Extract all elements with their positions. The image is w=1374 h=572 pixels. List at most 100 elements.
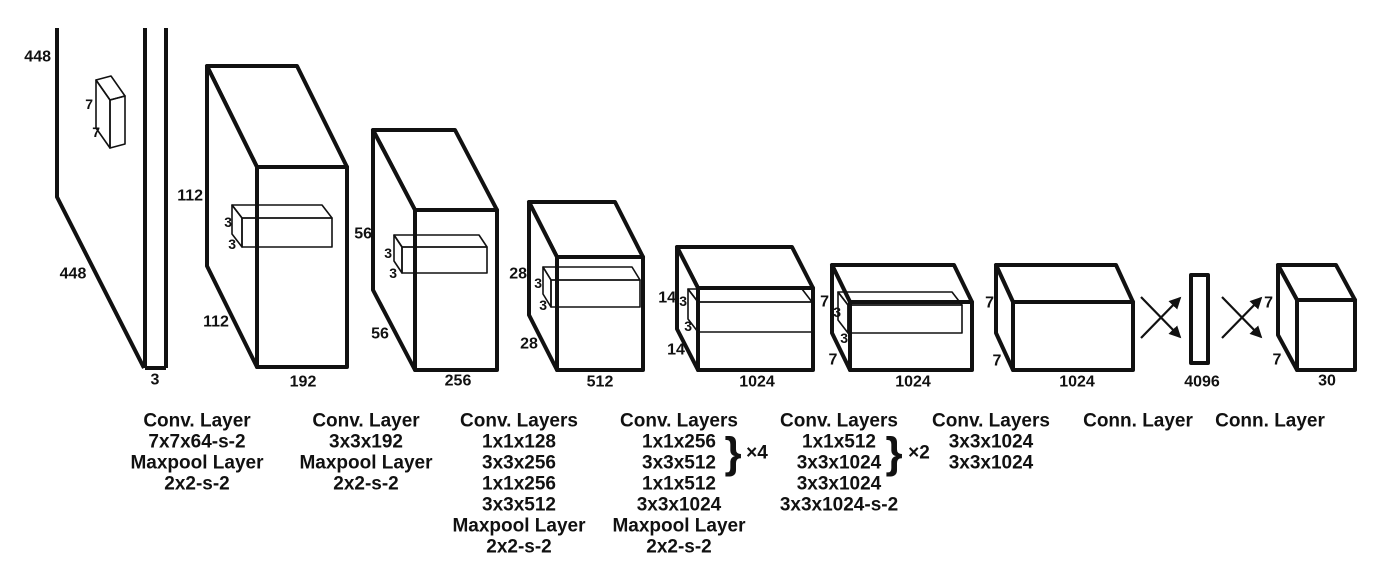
height-label: 7 [820, 294, 829, 311]
fc-units-label: 4096 [1184, 374, 1220, 391]
layer-line: 7x7x64-s-2 [148, 432, 245, 453]
layer-line: 3x3x1024 [949, 432, 1034, 453]
channels-label: 512 [587, 374, 614, 391]
kernel-3x3 [393, 234, 488, 274]
layer-line: Conv. Layers [460, 411, 578, 432]
layer-line: 2x2-s-2 [164, 474, 230, 495]
kernel-h-label: 3 [384, 245, 392, 261]
channels-label: 256 [445, 373, 472, 390]
channels-label: 1024 [1059, 374, 1095, 391]
fc-vector-4096: 4096 [1184, 273, 1220, 391]
output-tensor: 7 7 30 [1264, 263, 1357, 390]
box-front-face [848, 300, 974, 372]
kernel-h-label: 3 [833, 304, 841, 320]
channels-label: 1024 [895, 374, 931, 391]
layer-line: 2x2-s-2 [333, 474, 399, 495]
layer-line: 1x1x512 [642, 474, 716, 495]
layer-line: 3x3x1024-s-2 [780, 495, 898, 516]
feature-map-14: 14 14 1024 3 3 [658, 245, 815, 391]
layer-line: Conv. Layers [780, 411, 898, 432]
layer-column-3: Conv. Layers 1x1x128 3x3x256 1x1x256 3x3… [452, 411, 586, 558]
layer-line: Maxpool Layer [612, 516, 746, 537]
fc1-connection [1140, 296, 1182, 339]
box-top-face [994, 263, 1135, 304]
fc-crossing-arrow [1140, 296, 1182, 339]
kernel-h-label: 3 [224, 214, 232, 230]
layer-line: Maxpool Layer [130, 453, 264, 474]
kernel-front-face [847, 304, 963, 334]
kernel-front-face [697, 301, 813, 333]
fc-vector-rect [1189, 273, 1210, 365]
box-front-face [1011, 300, 1135, 372]
repeat-multiplier: ×2 [908, 443, 930, 464]
layer-line: 2x2-s-2 [486, 537, 552, 558]
input-plane-near-edge [55, 28, 146, 369]
kernel-3x3 [231, 204, 333, 248]
box-top-face [675, 245, 815, 290]
fc-crossing-arrow [1221, 296, 1263, 339]
height-label: 7 [1264, 295, 1273, 312]
input-kernel-7x7 [95, 75, 126, 149]
kernel-w-label: 3 [684, 318, 692, 334]
feature-map-56: 56 56 256 3 3 [354, 128, 499, 390]
layer-line: Maxpool Layer [452, 516, 586, 537]
width-label: 7 [993, 353, 1002, 370]
layer-line: Conv. Layer [143, 411, 251, 432]
input-image-plane: 448 448 3 7 7 [24, 28, 168, 389]
box-top-face [830, 263, 974, 304]
layer-line: 2x2-s-2 [646, 537, 712, 558]
channels-label: 192 [290, 374, 317, 391]
kernel-w-label: 3 [228, 236, 236, 252]
layer-line: 1x1x256 [642, 432, 716, 453]
box-front-face [555, 255, 645, 372]
input-height-label: 448 [24, 49, 51, 66]
layer-line: 3x3x1024 [797, 474, 882, 495]
box-front-face [413, 208, 499, 372]
layer-line: 1x1x512 [802, 432, 876, 453]
width-label: 28 [520, 336, 538, 353]
layer-line: 3x3x256 [482, 453, 556, 474]
height-label: 14 [658, 290, 676, 307]
height-label: 56 [354, 226, 372, 243]
box-front-face [255, 165, 349, 369]
kernel-h-label: 3 [679, 293, 687, 309]
feature-map-28: 28 28 512 3 3 [509, 200, 645, 391]
layer-spec-columns: Conv. Layer 7x7x64-s-2 Maxpool Layer 2x2… [130, 411, 1325, 558]
height-label: 7 [985, 295, 994, 312]
kernel-w-label: 3 [840, 330, 848, 346]
layer-line: Conv. Layers [932, 411, 1050, 432]
height-label: 28 [509, 266, 527, 283]
layer-line: 1x1x128 [482, 432, 556, 453]
layer-column-5: Conv. Layers 1x1x512 3x3x1024 } ×2 3x3x1… [780, 411, 930, 516]
layer-line: Conv. Layers [620, 411, 738, 432]
input-kernel-w-label: 7 [92, 124, 100, 140]
channels-label: 1024 [739, 374, 775, 391]
layer-line: Conn. Layer [1083, 411, 1193, 432]
kernel-3x3 [542, 266, 641, 308]
layer-line: Conv. Layer [312, 411, 420, 432]
kernel-3x3 [687, 288, 813, 333]
input-kernel-h-label: 7 [85, 96, 93, 112]
layer-line: 3x3x512 [642, 453, 716, 474]
kernel-front-face [401, 246, 488, 274]
input-channels-label: 3 [151, 372, 160, 389]
width-label: 112 [203, 314, 229, 331]
layer-line: 3x3x1024 [949, 453, 1034, 474]
kernel-side-face [109, 95, 126, 149]
fc2-connection [1221, 296, 1263, 339]
input-width-label: 448 [60, 266, 87, 283]
width-label: 7 [829, 352, 838, 369]
feature-map-112: 112 112 192 3 3 [177, 64, 349, 391]
kernel-3x3 [837, 291, 963, 334]
layer-column-1: Conv. Layer 7x7x64-s-2 Maxpool Layer 2x2… [130, 411, 264, 495]
layer-line: 3x3x512 [482, 495, 556, 516]
kernel-h-label: 3 [534, 275, 542, 291]
layer-line: Maxpool Layer [299, 453, 433, 474]
repeat-brace: } [724, 429, 741, 478]
layer-column-2: Conv. Layer 3x3x192 Maxpool Layer 2x2-s-… [299, 411, 433, 495]
kernel-w-label: 3 [539, 297, 547, 313]
repeat-brace: } [885, 429, 902, 478]
kernel-front-face [550, 279, 641, 308]
